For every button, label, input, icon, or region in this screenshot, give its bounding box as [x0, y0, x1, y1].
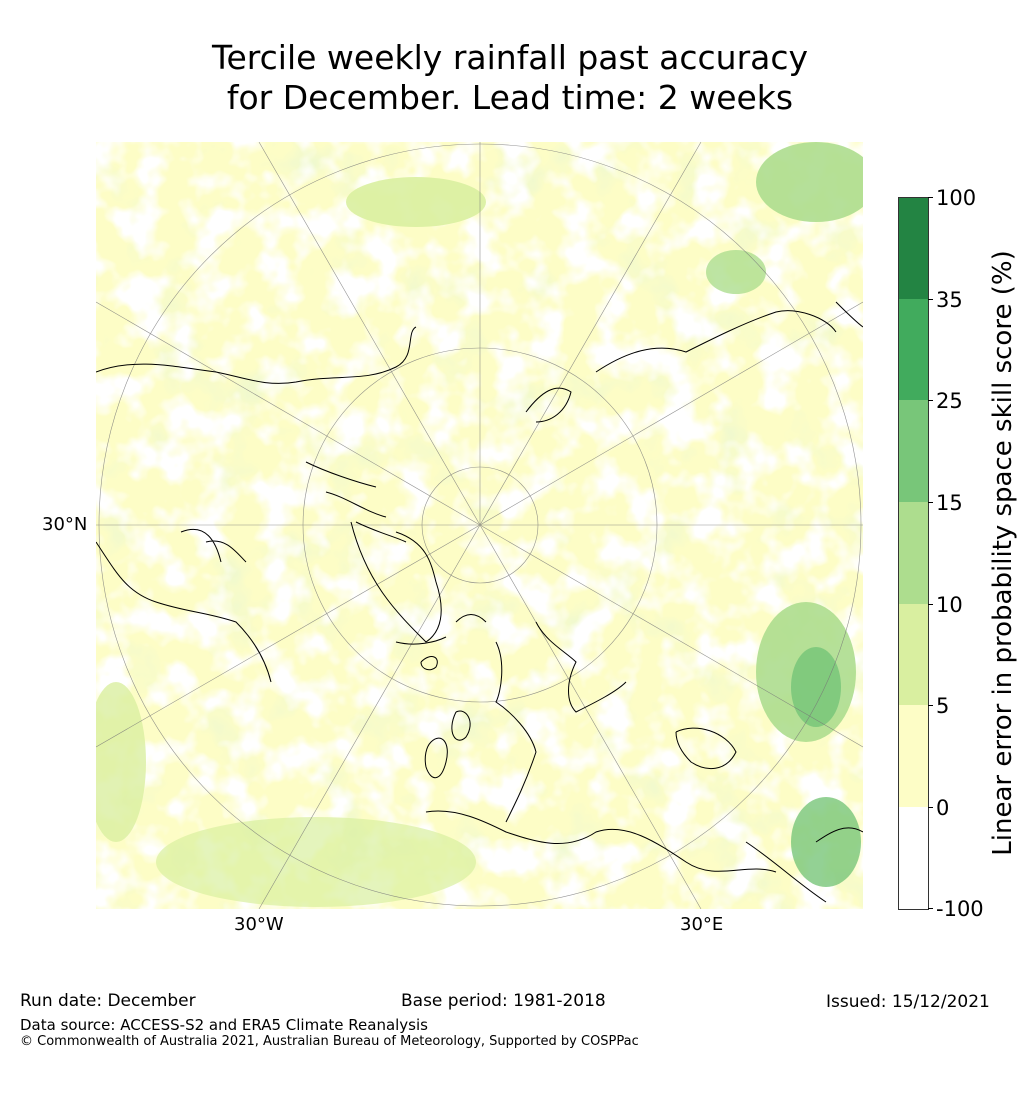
colorbar-tickmark: [928, 400, 933, 401]
colorbar-segment-10-15: [898, 502, 928, 604]
map-canvas: [96, 142, 863, 909]
colorbar-tickmark: [928, 299, 933, 300]
colorbar-tick-label: 10: [936, 593, 963, 617]
colorbar-tick-label: 25: [936, 389, 963, 413]
colorbar-title: Linear error in probability space skill …: [988, 250, 1018, 856]
lon-30w-label: 30°W: [234, 914, 284, 935]
title-line-2: for December. Lead time: 2 weeks: [226, 78, 794, 117]
colorbar-tickmark: [928, 502, 933, 503]
colorbar-tickmark: [928, 604, 933, 605]
colorbar-tickmark: [928, 705, 933, 706]
colorbar-tickmark: [928, 807, 933, 808]
colorbar-segment-5-10: [898, 604, 928, 705]
run-date: Run date: December: [20, 991, 196, 1011]
colorbar-segment-25-35: [898, 299, 928, 400]
colorbar: [898, 197, 928, 909]
map-title: Tercile weekly rainfall past accuracy fo…: [0, 38, 1020, 118]
colorbar-tick-label: 35: [936, 288, 963, 312]
base-period: Base period: 1981-2018: [401, 991, 606, 1011]
colorbar-tick-label: -100: [936, 897, 984, 921]
colorbar-segment-neg100-0: [898, 807, 928, 909]
colorbar-tick-label: 100: [936, 186, 977, 210]
coastlines: [96, 301, 863, 903]
skill-high-areas: [96, 142, 863, 907]
colorbar-tickmark: [928, 197, 933, 198]
lat-30n-label: 30°N: [42, 514, 88, 535]
colorbar-tick-label: 0: [936, 796, 950, 820]
title-line-1: Tercile weekly rainfall past accuracy: [211, 38, 809, 77]
colorbar-segment-35-100: [898, 197, 928, 299]
colorbar-segment-15-25: [898, 400, 928, 502]
data-source: Data source: ACCESS-S2 and ERA5 Climate …: [20, 1016, 428, 1034]
lon-30e-label: 30°E: [680, 914, 724, 935]
colorbar-tick-label: 5: [936, 694, 950, 718]
colorbar-tick-label: 15: [936, 491, 963, 515]
copyright-notice: © Commonwealth of Australia 2021, Austra…: [20, 1034, 639, 1049]
colorbar-tickmark: [928, 908, 933, 909]
issued-date: Issued: 15/12/2021: [826, 992, 990, 1012]
colorbar-segment-0-5: [898, 705, 928, 807]
polar-skill-map: [96, 142, 863, 909]
graticule: [96, 142, 863, 909]
